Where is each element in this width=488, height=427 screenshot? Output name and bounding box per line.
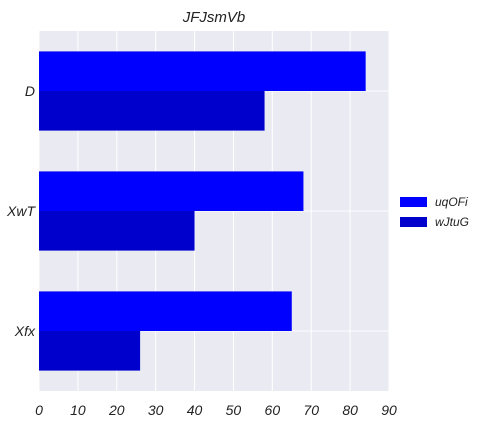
bar-wJtuG-Xfx — [39, 331, 141, 371]
legend-label: uqOFi — [435, 195, 468, 209]
bar-wJtuG-XwT — [39, 211, 195, 251]
x-tick-label: 60 — [265, 402, 281, 418]
bar-uqOFi-XwT — [39, 171, 304, 211]
y-tick-label: Xfx — [14, 323, 36, 339]
x-tick-label: 20 — [108, 402, 125, 418]
x-tick-label: 0 — [35, 402, 43, 418]
bar-wJtuG-D — [39, 91, 265, 131]
bar-uqOFi-D — [39, 51, 366, 91]
y-tick-label: D — [25, 83, 35, 99]
chart-title: JFJsmVb — [182, 9, 246, 26]
x-tick-label: 40 — [187, 402, 203, 418]
x-tick-labels: 0 10 20 30 40 50 60 70 80 90 — [35, 402, 397, 418]
x-tick-label: 70 — [303, 402, 319, 418]
y-tick-labels: D XwT Xfx — [6, 83, 36, 339]
x-tick-label: 30 — [148, 402, 164, 418]
x-tick-label: 10 — [70, 402, 86, 418]
y-tick-label: XwT — [6, 203, 36, 219]
x-tick-label: 80 — [342, 402, 358, 418]
legend-swatch — [400, 217, 427, 227]
bar-uqOFi-Xfx — [39, 291, 292, 331]
legend-swatch — [400, 197, 427, 207]
bars — [39, 51, 366, 371]
x-tick-label: 50 — [226, 402, 242, 418]
x-tick-label: 90 — [381, 402, 397, 418]
legend: uqOFi wJtuG — [400, 195, 469, 229]
legend-label: wJtuG — [435, 215, 469, 229]
